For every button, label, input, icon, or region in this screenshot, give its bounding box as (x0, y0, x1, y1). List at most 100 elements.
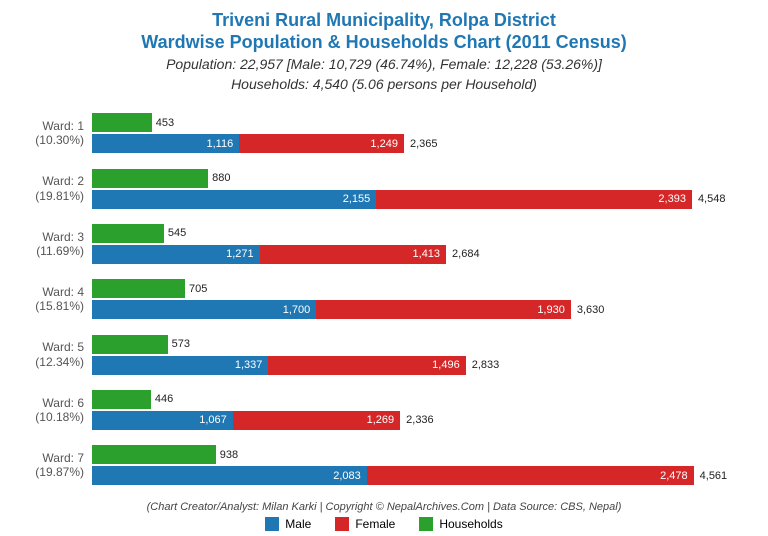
ward-bars: 880 2,155 2,3934,548 (92, 169, 748, 209)
households-value: 446 (151, 393, 173, 405)
ward-row: Ward: 4(15.81%) 705 1,700 1,9303,630 (20, 279, 748, 319)
ward-row: Ward: 1(10.30%) 453 1,116 1,2492,365 (20, 113, 748, 153)
swatch-male (265, 517, 279, 531)
female-value: 1,496 (432, 359, 466, 371)
chart-footer: (Chart Creator/Analyst: Milan Karki | Co… (20, 501, 748, 531)
population-bar-line: 2,155 2,3934,548 (92, 190, 748, 209)
total-value: 2,365 (404, 138, 438, 150)
total-value: 4,561 (694, 470, 728, 482)
ward-pct: (10.30%) (35, 133, 84, 147)
households-bar (92, 335, 168, 354)
male-bar: 1,337 (92, 356, 268, 375)
female-bar: 1,496 (268, 356, 465, 375)
households-bar-line: 705 (92, 279, 748, 298)
male-bar: 2,155 (92, 190, 376, 209)
households-value: 573 (168, 338, 190, 350)
chart-subtitle-line2: Households: 4,540 (5.06 persons per Hous… (20, 75, 748, 93)
population-bar-line: 1,116 1,2492,365 (92, 134, 748, 153)
male-value: 1,700 (283, 304, 317, 316)
chart-title-line2: Wardwise Population & Households Chart (… (20, 32, 748, 54)
population-bar-line: 2,083 2,4784,561 (92, 466, 748, 485)
chart-body: Ward: 1(10.30%) 453 1,116 1,2492,365 Ward: 2… (20, 102, 748, 497)
households-bar (92, 445, 216, 464)
ward-name: Ward: 1 (42, 119, 84, 133)
households-value: 938 (216, 449, 238, 461)
households-bar (92, 113, 152, 132)
female-value: 1,930 (537, 304, 571, 316)
female-bar: 1,269 (233, 411, 400, 430)
female-value: 1,249 (370, 138, 404, 150)
legend-male: Male (265, 517, 311, 531)
ward-label: Ward: 4(15.81%) (20, 285, 92, 314)
male-value: 1,271 (226, 248, 260, 260)
households-bar-line: 880 (92, 169, 748, 188)
ward-bars: 446 1,067 1,2692,336 (92, 390, 748, 430)
swatch-female (335, 517, 349, 531)
male-bar: 1,700 (92, 300, 316, 319)
legend-households-label: Households (439, 517, 502, 531)
female-value: 2,393 (658, 193, 692, 205)
population-bar-line: 1,337 1,4962,833 (92, 356, 748, 375)
households-bar-line: 938 (92, 445, 748, 464)
ward-bars: 938 2,083 2,4784,561 (92, 445, 748, 485)
swatch-households (419, 517, 433, 531)
ward-pct: (10.18%) (35, 410, 84, 424)
male-bar: 1,271 (92, 245, 260, 264)
ward-bars: 545 1,2711,4132,684 (92, 224, 748, 264)
households-bar (92, 224, 164, 243)
households-bar (92, 169, 208, 188)
chart-title-line1: Triveni Rural Municipality, Rolpa Distri… (20, 10, 748, 32)
ward-pct: (19.81%) (35, 189, 84, 203)
ward-pct: (15.81%) (35, 299, 84, 313)
ward-row: Ward: 7(19.87%) 938 2,083 2,4784,561 (20, 445, 748, 485)
female-value: 1,269 (367, 414, 401, 426)
legend-female-label: Female (355, 517, 395, 531)
ward-row: Ward: 2(19.81%) 880 2,155 2,3934,548 (20, 169, 748, 209)
ward-label: Ward: 2(19.81%) (20, 174, 92, 203)
male-value: 1,067 (199, 414, 233, 426)
male-bar: 2,083 (92, 466, 367, 485)
ward-row: Ward: 3(11.69%)5451,2711,4132,684 (20, 224, 748, 264)
total-value: 4,548 (692, 193, 726, 205)
ward-name: Ward: 3 (42, 230, 84, 244)
households-value: 880 (208, 172, 230, 184)
ward-bars: 705 1,700 1,9303,630 (92, 279, 748, 319)
ward-pct: (19.87%) (35, 465, 84, 479)
households-bar-line: 453 (92, 113, 748, 132)
households-bar-line: 545 (92, 224, 748, 243)
households-bar (92, 390, 151, 409)
male-value: 2,083 (333, 470, 367, 482)
female-value: 2,478 (660, 470, 694, 482)
chart-subtitle-line1: Population: 22,957 [Male: 10,729 (46.74%… (20, 55, 748, 73)
households-value: 453 (152, 117, 174, 129)
legend-households: Households (419, 517, 502, 531)
population-bar-line: 1,067 1,2692,336 (92, 411, 748, 430)
ward-label: Ward: 7(19.87%) (20, 451, 92, 480)
ward-name: Ward: 7 (42, 451, 84, 465)
ward-label: Ward: 5(12.34%) (20, 340, 92, 369)
legend-female: Female (335, 517, 395, 531)
total-value: 3,630 (571, 304, 605, 316)
male-value: 2,155 (343, 193, 377, 205)
population-bar-line: 1,2711,4132,684 (92, 245, 748, 264)
households-value: 705 (185, 283, 207, 295)
ward-bars: 453 1,116 1,2492,365 (92, 113, 748, 153)
ward-row: Ward: 6(10.18%)4461,0671,2692,336 (20, 390, 748, 430)
female-bar: 1,930 (316, 300, 571, 319)
male-value: 1,337 (235, 359, 269, 371)
female-bar: 1,413 (260, 245, 446, 264)
total-value: 2,336 (400, 414, 434, 426)
total-value: 2,833 (466, 359, 500, 371)
male-bar: 1,116 (92, 134, 239, 153)
population-chart: Triveni Rural Municipality, Rolpa Distri… (0, 0, 768, 536)
ward-label: Ward: 1(10.30%) (20, 119, 92, 148)
ward-name: Ward: 4 (42, 285, 84, 299)
chart-credit: (Chart Creator/Analyst: Milan Karki | Co… (20, 501, 748, 513)
female-bar: 1,249 (239, 134, 404, 153)
ward-name: Ward: 5 (42, 340, 84, 354)
chart-legend: Male Female Households (20, 517, 748, 531)
male-bar: 1,067 (92, 411, 233, 430)
ward-name: Ward: 2 (42, 174, 84, 188)
ward-pct: (12.34%) (35, 355, 84, 369)
population-bar-line: 1,700 1,9303,630 (92, 300, 748, 319)
